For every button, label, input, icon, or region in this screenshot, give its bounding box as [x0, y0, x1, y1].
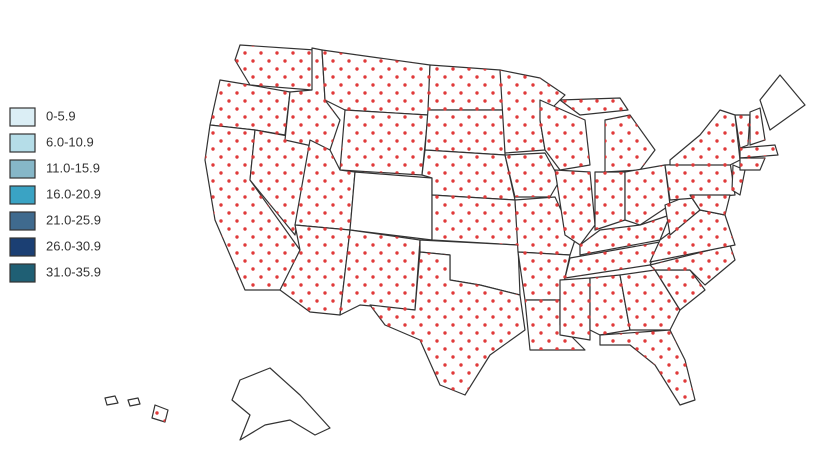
legend-label: 16.0-20.9 [46, 186, 101, 201]
state-hi-islands [104, 395, 119, 406]
state-dots [555, 170, 595, 245]
state-me [759, 74, 806, 131]
legend-label: 11.0-15.9 [46, 160, 100, 175]
state-dots [250, 130, 310, 235]
state-dots [525, 300, 585, 350]
state-dots [670, 110, 740, 165]
state-dots [322, 50, 430, 115]
state-dots [650, 210, 735, 262]
state-dots [560, 98, 628, 115]
state-dots [152, 405, 168, 422]
state-dots [340, 110, 428, 175]
state-dots [655, 270, 705, 310]
state-dots [295, 140, 355, 230]
state-dots [560, 278, 590, 340]
state-co [349, 171, 433, 241]
state-dots [665, 195, 700, 235]
state-dots [740, 145, 778, 158]
state-dots [625, 165, 670, 225]
legend-swatch [9, 263, 36, 283]
state-dots [620, 270, 680, 330]
state-dots [518, 252, 570, 300]
state-dots [205, 125, 300, 290]
legend-label: 0-5.9 [46, 108, 76, 123]
legend-swatch [9, 185, 36, 205]
state-dots [280, 225, 350, 315]
state-dots [422, 150, 515, 200]
state-dots [370, 252, 525, 395]
state-dots [590, 275, 630, 335]
legend-label: 26.0-30.9 [46, 238, 101, 253]
legend: 0-5.9 6.0-10.9 11.0-15.9 16.0-20.9 21.0-25.9… [9, 107, 101, 283]
state-dots [515, 197, 575, 255]
state-dots [210, 80, 290, 135]
state-dots [690, 195, 730, 215]
legend-label: 31.0-35.9 [46, 264, 101, 279]
legend-swatch [9, 237, 36, 257]
state-dots [432, 195, 518, 245]
state-dots [740, 158, 765, 170]
state-dots [340, 230, 420, 315]
state-dots [565, 242, 660, 278]
state-ak [231, 367, 331, 441]
state-dots [235, 45, 315, 90]
state-dots [580, 215, 670, 255]
state-dots [595, 172, 625, 230]
state-dots [505, 153, 560, 197]
legend-swatch [9, 133, 36, 153]
legend-label: 6.0-10.9 [46, 134, 94, 149]
state-dots [665, 162, 735, 200]
state-dots [425, 110, 505, 155]
state-dots [605, 115, 655, 172]
states [104, 44, 806, 441]
state-dots [500, 70, 565, 153]
state-dots [650, 245, 735, 285]
state-dots [732, 165, 745, 195]
legend-swatch [9, 211, 36, 231]
state-dots [428, 65, 505, 110]
legend-swatch [9, 159, 36, 179]
state-hi-islands [127, 397, 141, 407]
legend-swatch [9, 107, 36, 127]
state-dots [540, 100, 590, 170]
state-dots [735, 115, 750, 148]
legend-label: 21.0-25.9 [46, 212, 101, 227]
state-dots [750, 108, 765, 145]
state-dots [285, 48, 340, 150]
state-dots [600, 330, 695, 405]
